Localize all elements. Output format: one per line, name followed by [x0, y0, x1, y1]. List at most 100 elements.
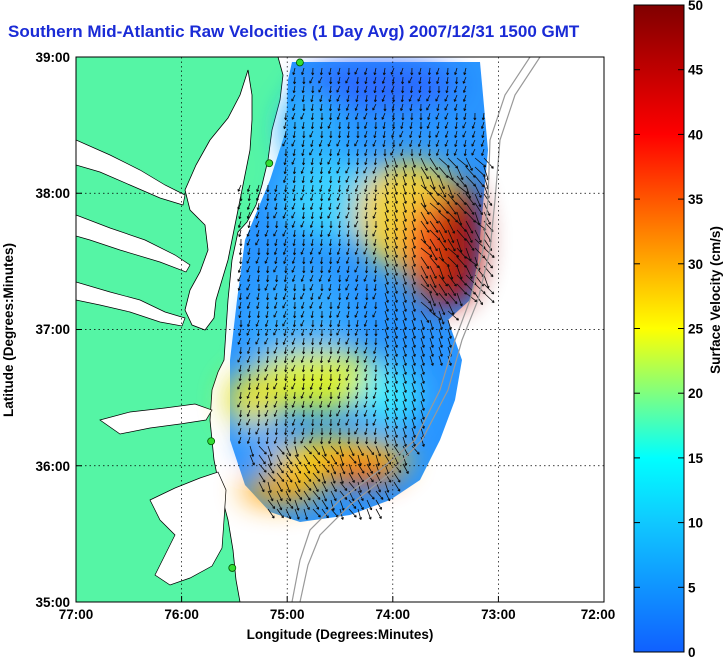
colorbar-tick-label: 5 — [688, 580, 696, 595]
velocity-arrow — [365, 283, 369, 292]
velocity-arrow — [237, 265, 242, 273]
velocity-arrow — [420, 157, 428, 171]
velocity-arrow — [355, 76, 360, 85]
velocity-arrow — [474, 175, 485, 188]
velocity-arrow — [282, 211, 287, 219]
velocity-arrow — [382, 121, 386, 130]
velocity-arrow — [301, 94, 305, 103]
velocity-arrow — [346, 247, 350, 255]
velocity-arrow — [310, 373, 315, 382]
velocity-arrow — [373, 94, 377, 103]
velocity-arrow — [283, 274, 287, 283]
velocity-arrow — [310, 202, 314, 210]
velocity-arrow — [345, 166, 350, 174]
velocity-arrow — [310, 103, 314, 112]
velocity-arrow — [311, 67, 315, 76]
velocity-arrow — [354, 112, 359, 120]
velocity-arrow — [303, 445, 312, 455]
velocity-arrow — [302, 373, 306, 382]
velocity-arrow — [273, 436, 278, 444]
velocity-arrow — [319, 373, 323, 382]
velocity-arrow — [483, 256, 493, 269]
velocity-arrow — [355, 409, 359, 417]
velocity-arrow — [355, 382, 359, 391]
velocity-arrow — [291, 94, 296, 102]
velocity-arrow — [265, 310, 269, 319]
velocity-arrow — [321, 481, 328, 493]
velocity-arrow — [373, 274, 377, 283]
velocity-arrow — [411, 247, 416, 258]
velocity-arrow — [393, 400, 398, 411]
velocity-arrow — [447, 328, 452, 339]
velocity-arrow — [311, 337, 315, 346]
velocity-arrow — [365, 220, 369, 229]
velocity-arrow — [264, 337, 269, 345]
velocity-arrow — [363, 346, 368, 354]
velocity-arrow — [429, 328, 434, 339]
velocity-arrow — [355, 85, 359, 94]
velocity-arrow — [328, 310, 332, 319]
velocity-arrow — [347, 121, 351, 130]
velocity-arrow — [274, 184, 278, 193]
velocity-arrow — [273, 229, 278, 237]
velocity-arrow — [354, 139, 359, 147]
velocity-arrow — [283, 166, 287, 175]
velocity-arrow — [301, 148, 305, 157]
velocity-arrow — [438, 265, 445, 280]
velocity-arrow — [312, 463, 320, 474]
velocity-arrow — [393, 337, 398, 348]
velocity-arrow — [364, 130, 368, 138]
velocity-arrow — [410, 67, 414, 76]
velocity-arrow — [267, 490, 274, 502]
station-marker — [295, 58, 304, 67]
velocity-arrow — [438, 292, 449, 305]
velocity-arrow — [372, 310, 377, 318]
velocity-arrow — [276, 472, 285, 482]
velocity-arrow — [382, 130, 386, 139]
velocity-arrow — [337, 103, 341, 112]
velocity-arrow — [456, 265, 463, 280]
velocity-arrow — [255, 319, 260, 327]
velocity-arrow — [365, 418, 369, 427]
velocity-arrow — [339, 454, 345, 466]
velocity-arrow — [384, 382, 389, 393]
velocity-arrow — [346, 229, 350, 238]
velocity-arrow — [276, 445, 285, 455]
velocity-arrow — [429, 175, 436, 190]
x-tick-label: 75:00 — [270, 607, 305, 622]
velocity-arrow — [320, 409, 324, 418]
velocity-arrow — [402, 256, 407, 267]
velocity-arrow — [354, 265, 359, 273]
velocity-arrow — [402, 436, 407, 447]
velocity-arrow — [329, 301, 333, 310]
velocity-arrow — [285, 481, 291, 493]
velocity-arrow — [291, 202, 296, 210]
velocity-arrow — [276, 454, 283, 466]
velocity-arrow — [447, 247, 460, 258]
velocity-arrow — [291, 274, 296, 282]
velocity-arrow — [291, 418, 296, 426]
y-tick-label: 35:00 — [35, 595, 70, 610]
velocity-arrow — [346, 364, 350, 372]
pamlico-sound — [149, 471, 227, 586]
velocity-arrow — [328, 409, 332, 418]
velocity-arrow — [435, 130, 440, 138]
velocity-arrow — [372, 355, 377, 363]
velocity-arrow — [363, 274, 368, 282]
velocity-arrow — [319, 202, 323, 211]
velocity-arrow — [255, 337, 260, 345]
velocity-arrow — [410, 112, 414, 121]
velocity-arrow — [366, 499, 373, 511]
velocity-arrow — [318, 292, 323, 300]
velocity-arrow — [285, 445, 292, 457]
velocity-arrow — [420, 247, 433, 258]
velocity-arrow — [338, 121, 342, 130]
velocity-arrow — [402, 391, 407, 402]
velocity-arrow — [345, 418, 350, 426]
velocity-arrow — [283, 157, 287, 166]
velocity-arrow — [364, 202, 368, 211]
velocity-arrow — [291, 220, 296, 228]
tick-marks — [76, 192, 499, 602]
velocity-arrow — [384, 211, 389, 222]
